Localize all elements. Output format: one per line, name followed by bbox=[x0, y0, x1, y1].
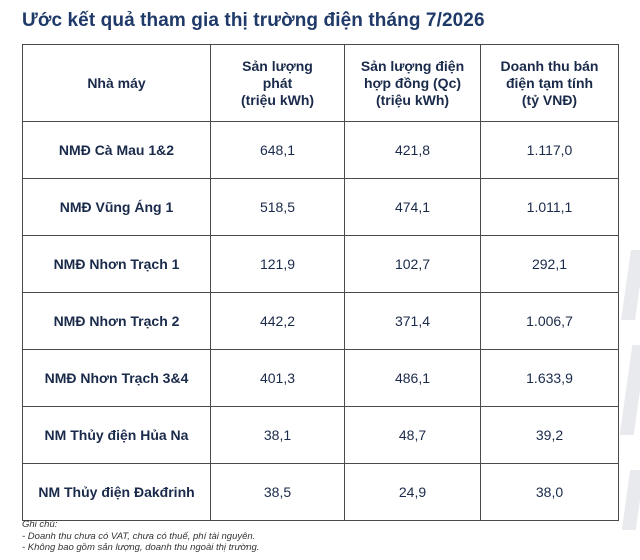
table-row: NMĐ Nhơn Trạch 3&4 401,3 486,1 1.633,9 bbox=[22, 349, 619, 407]
contract-value: 48,7 bbox=[344, 406, 481, 464]
header-line: Sản lượng điện bbox=[360, 57, 465, 74]
header-line: (tỷ VNĐ) bbox=[521, 91, 578, 108]
header-line: điện tạm tính bbox=[505, 74, 594, 91]
decorative-stripe bbox=[619, 345, 640, 435]
generation-value: 401,3 bbox=[210, 349, 345, 407]
table-row: NMĐ Vũng Áng 1 518,5 474,1 1.011,1 bbox=[22, 178, 619, 236]
revenue-value: 1.006,7 bbox=[480, 292, 619, 350]
page-title: Ước kết quả tham gia thị trường điện thá… bbox=[22, 10, 485, 31]
plant-name: NM Thủy điện Đakđrinh bbox=[22, 463, 211, 521]
decorative-stripe bbox=[621, 470, 640, 530]
header-plant: Nhà máy bbox=[22, 44, 211, 122]
generation-value: 38,1 bbox=[210, 406, 345, 464]
header-line: phát bbox=[262, 74, 293, 91]
plant-name: NMĐ Vũng Áng 1 bbox=[22, 178, 211, 236]
revenue-value: 1.117,0 bbox=[480, 121, 619, 179]
note-item: - Không bao gồm sản lượng, doanh thu ngo… bbox=[22, 542, 260, 553]
revenue-value: 39,2 bbox=[480, 406, 619, 464]
contract-value: 102,7 bbox=[344, 235, 481, 293]
header-line: Doanh thu bán bbox=[500, 57, 599, 74]
header-line: Sản lượng bbox=[242, 57, 313, 74]
footnotes: Ghi chú: - Doanh thu chưa có VAT, chưa c… bbox=[22, 519, 259, 554]
generation-value: 518,5 bbox=[210, 178, 345, 236]
header-line: hợp đồng (Qc) bbox=[363, 74, 462, 91]
contract-value: 24,9 bbox=[344, 463, 481, 521]
generation-value: 38,5 bbox=[210, 463, 345, 521]
table-row: NMĐ Nhơn Trạch 1 121,9 102,7 292,1 bbox=[22, 235, 619, 293]
generation-value: 442,2 bbox=[210, 292, 345, 350]
header-line: (triệu kWh) bbox=[375, 91, 450, 108]
table-header-row: Nhà máy Sản lượng phát (triệu kWh) Sản l… bbox=[22, 44, 619, 122]
revenue-value: 1.633,9 bbox=[480, 349, 619, 407]
plant-name: NM Thủy điện Hủa Na bbox=[22, 406, 211, 464]
generation-value: 121,9 bbox=[210, 235, 345, 293]
results-table-container: Nhà máy Sản lượng phát (triệu kWh) Sản l… bbox=[22, 44, 619, 521]
table-row: NM Thủy điện Đakđrinh 38,5 24,9 38,0 bbox=[22, 463, 619, 521]
contract-value: 486,1 bbox=[344, 349, 481, 407]
table-row: NMĐ Cà Mau 1&2 648,1 421,8 1.117,0 bbox=[22, 121, 619, 179]
revenue-value: 292,1 bbox=[480, 235, 619, 293]
table-row: NMĐ Nhơn Trạch 2 442,2 371,4 1.006,7 bbox=[22, 292, 619, 350]
results-table: Nhà máy Sản lượng phát (triệu kWh) Sản l… bbox=[22, 44, 619, 521]
revenue-value: 38,0 bbox=[480, 463, 619, 521]
plant-name: NMĐ Cà Mau 1&2 bbox=[22, 121, 211, 179]
contract-value: 421,8 bbox=[344, 121, 481, 179]
header-generation: Sản lượng phát (triệu kWh) bbox=[210, 44, 345, 122]
plant-name: NMĐ Nhơn Trạch 1 bbox=[22, 235, 211, 293]
revenue-value: 1.011,1 bbox=[480, 178, 619, 236]
header-line: Nhà máy bbox=[87, 74, 146, 91]
generation-value: 648,1 bbox=[210, 121, 345, 179]
decorative-stripe bbox=[621, 250, 640, 320]
header-line: (triệu kWh) bbox=[240, 91, 315, 108]
note-item: - Doanh thu chưa có VAT, chưa có thuế, p… bbox=[22, 530, 256, 542]
header-contract: Sản lượng điện hợp đồng (Qc) (triệu kWh) bbox=[344, 44, 481, 122]
plant-name: NMĐ Nhơn Trạch 2 bbox=[22, 292, 211, 350]
contract-value: 371,4 bbox=[344, 292, 481, 350]
plant-name: NMĐ Nhơn Trạch 3&4 bbox=[22, 349, 211, 407]
notes-heading: Ghi chú: bbox=[22, 519, 58, 530]
header-revenue: Doanh thu bán điện tạm tính (tỷ VNĐ) bbox=[480, 44, 619, 122]
table-row: NM Thủy điện Hủa Na 38,1 48,7 39,2 bbox=[22, 406, 619, 464]
contract-value: 474,1 bbox=[344, 178, 481, 236]
